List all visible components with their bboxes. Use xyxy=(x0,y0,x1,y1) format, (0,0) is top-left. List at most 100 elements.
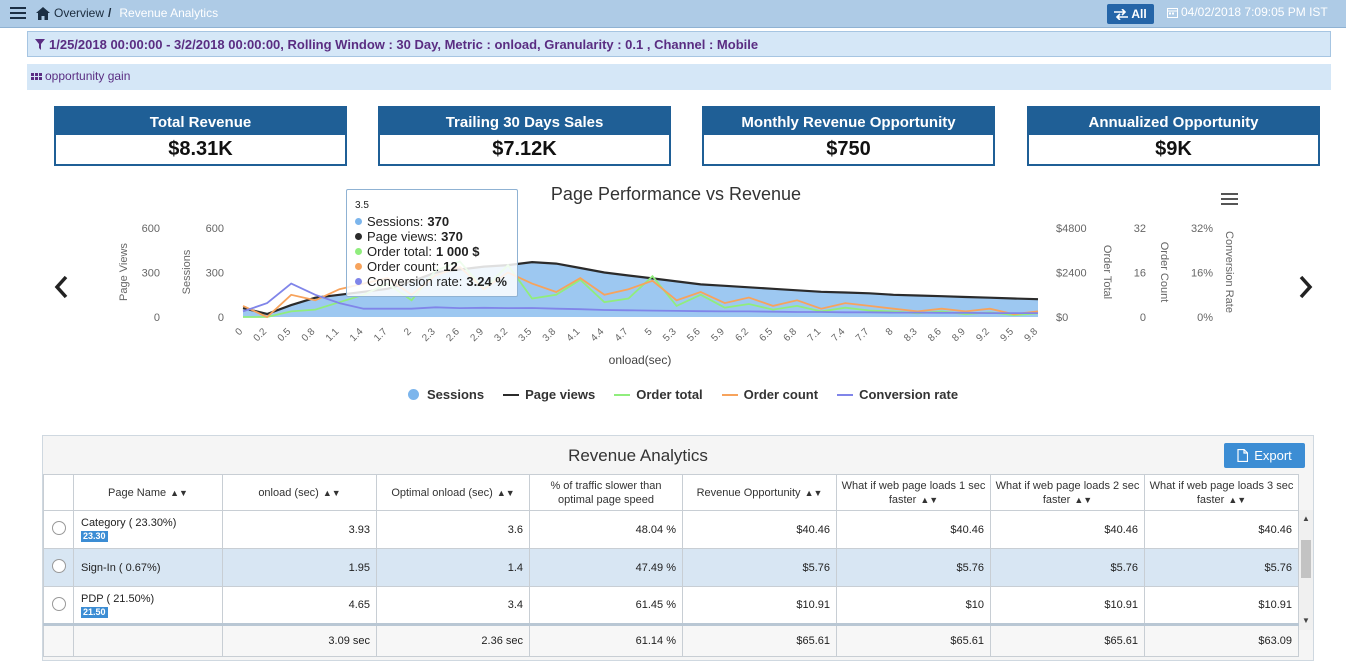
table-row[interactable]: Sign-In ( 0.67%) 1.95 1.4 47.49 % $5.76 … xyxy=(43,548,1299,587)
table-row[interactable]: PDP ( 21.50%) 21.50 4.65 3.4 61.45 % $10.… xyxy=(43,586,1299,625)
page-name: PDP ( 21.50%) xyxy=(81,592,155,605)
header-onload[interactable]: onload (sec) ▲▼ xyxy=(222,474,377,511)
filter-bar[interactable]: 1/25/2018 00:00:00 - 3/2/2018 00:00:00, … xyxy=(27,31,1331,57)
page-name: Sign-In ( 0.67%) xyxy=(81,561,161,574)
breadcrumb-separator: / xyxy=(108,6,112,20)
legend-item-conversion-rate[interactable]: Conversion rate xyxy=(837,387,958,402)
x-tick-label: 5.3 xyxy=(661,326,679,344)
sort-icon: ▲▼ xyxy=(322,487,341,498)
cell-opportunity: $5.76 xyxy=(682,548,837,587)
row-radio[interactable] xyxy=(51,596,66,611)
tooltip-value: 370 xyxy=(441,229,463,244)
chevron-right-icon[interactable] xyxy=(1295,273,1315,303)
export-button[interactable]: Export xyxy=(1224,443,1305,468)
y-tick-label: 0% xyxy=(1197,312,1213,324)
breadcrumb-home[interactable]: Overview xyxy=(54,6,105,20)
y-axis-label: Order Count xyxy=(1158,242,1170,303)
x-tick-label: 6.2 xyxy=(733,326,751,344)
section-header: opportunity gain xyxy=(27,64,1331,90)
x-tick-label: 5.9 xyxy=(709,326,727,344)
total-w3: $63.09 xyxy=(1144,623,1299,657)
share-badge: 21.50 xyxy=(81,606,108,618)
x-tick-label: 3.8 xyxy=(541,326,559,344)
kpi-monthly-opportunity: Monthly Revenue Opportunity $750 xyxy=(702,106,995,166)
x-tick-label: 7.4 xyxy=(830,326,848,344)
header-what-if-3[interactable]: What if web page loads 3 sec faster ▲▼ xyxy=(1144,474,1299,511)
y-axis-label: Conversion Rate xyxy=(1223,231,1235,313)
header-traffic-slower[interactable]: % of traffic slower than optimal page sp… xyxy=(529,474,683,511)
x-tick-label: 9.2 xyxy=(974,326,992,344)
header-page-name[interactable]: Page Name ▲▼ xyxy=(73,474,223,511)
y-tick-label: 16 xyxy=(1134,268,1146,280)
tooltip-value: 1 000 $ xyxy=(436,244,480,259)
legend-item-sessions[interactable]: Sessions xyxy=(408,387,484,402)
scroll-up-icon: ▲ xyxy=(1302,514,1310,523)
cell-opportunity: $10.91 xyxy=(682,586,837,625)
kpi-value: $8.31K xyxy=(168,138,233,160)
all-button-label: All xyxy=(1131,7,1147,21)
tooltip-label: Sessions xyxy=(367,214,420,229)
row-radio[interactable] xyxy=(51,521,66,535)
revenue-table: Page Name ▲▼ onload (sec) ▲▼ Optimal onloa… xyxy=(43,474,1299,657)
tooltip-label: Conversion rate xyxy=(367,274,459,289)
y-tick-label: 600 xyxy=(142,223,160,235)
x-tick-label: 0.8 xyxy=(300,326,318,344)
cell-w2: $5.76 xyxy=(990,548,1145,587)
sort-icon: ▲▼ xyxy=(1228,494,1247,505)
header-what-if-2[interactable]: What if web page loads 2 sec faster ▲▼ xyxy=(990,474,1145,511)
cell-optimal: 3.6 xyxy=(376,510,530,549)
y-tick-label: 300 xyxy=(142,268,160,280)
table-footer-row: 3.09 sec 2.36 sec 61.14 % $65.61 $65.61 … xyxy=(43,623,1299,657)
table-scrollbar[interactable]: ▲ ▼ xyxy=(1299,510,1313,630)
kpi-label: Trailing 30 Days Sales xyxy=(380,108,669,135)
y-tick-label: 32 xyxy=(1134,223,1146,235)
kpi-annualized-opportunity: Annualized Opportunity $9K xyxy=(1027,106,1320,166)
y-tick-label: 0 xyxy=(218,312,224,324)
chart-tooltip: 3.5 Sessions:370 Page views:370 Order to… xyxy=(346,189,518,297)
kpi-label: Total Revenue xyxy=(56,108,345,135)
x-tick-label: 0 xyxy=(233,326,245,338)
legend-item-order-total[interactable]: Order total xyxy=(614,387,703,402)
y-tick-label: 0 xyxy=(154,312,160,324)
kpi-value: $9K xyxy=(1155,138,1192,160)
scrollbar-thumb[interactable] xyxy=(1301,540,1311,578)
cell-onload: 4.65 xyxy=(222,586,377,625)
x-tick-label: 8.9 xyxy=(950,326,968,344)
sort-icon: ▲▼ xyxy=(1074,494,1093,505)
legend-item-page-views[interactable]: Page views xyxy=(503,387,595,402)
chart-title: Page Performance vs Revenue xyxy=(551,184,801,204)
table-row[interactable]: Category ( 23.30%) 23.30 3.93 3.6 48.04 %… xyxy=(43,510,1299,549)
filter-icon xyxy=(35,39,45,50)
x-tick-label: 3.2 xyxy=(493,326,511,344)
cell-w1: $40.46 xyxy=(836,510,991,549)
kpi-label: Annualized Opportunity xyxy=(1029,108,1318,135)
x-tick-label: 1.7 xyxy=(372,326,390,344)
x-tick-label: 0.2 xyxy=(252,326,270,344)
sort-icon: ▲▼ xyxy=(496,487,515,498)
grid-icon xyxy=(31,72,42,80)
kpi-total-revenue: Total Revenue $8.31K xyxy=(54,106,347,166)
kpi-trailing-sales: Trailing 30 Days Sales $7.12K xyxy=(378,106,671,166)
header-revenue-opportunity[interactable]: Revenue Opportunity ▲▼ xyxy=(682,474,837,511)
legend-item-order-count[interactable]: Order count xyxy=(721,387,818,402)
cell-onload: 3.93 xyxy=(222,510,377,549)
scroll-down-icon: ▼ xyxy=(1302,616,1310,625)
hamburger-menu-icon[interactable] xyxy=(10,7,26,21)
x-tick-label: 4.1 xyxy=(565,326,583,344)
x-tick-label: 3.5 xyxy=(517,326,535,344)
cell-pct: 48.04 % xyxy=(529,510,683,549)
chart-menu-icon[interactable] xyxy=(1221,193,1238,207)
row-radio[interactable] xyxy=(51,559,66,573)
header-optimal-onload[interactable]: Optimal onload (sec) ▲▼ xyxy=(376,474,530,511)
chart-legend: Sessions Page views Order total Order co… xyxy=(408,387,977,402)
cell-w2: $40.46 xyxy=(990,510,1145,549)
total-optimal: 2.36 sec xyxy=(376,623,530,657)
x-tick-label: 5.6 xyxy=(685,326,703,344)
cell-w1: $5.76 xyxy=(836,548,991,587)
chevron-left-icon[interactable] xyxy=(52,273,72,303)
x-tick-label: 8 xyxy=(884,326,896,338)
y-tick-label: 0 xyxy=(1140,312,1146,324)
x-tick-label: 8.6 xyxy=(926,326,944,344)
all-toggle-button[interactable]: All xyxy=(1107,4,1154,24)
header-what-if-1[interactable]: What if web page loads 1 sec faster ▲▼ xyxy=(836,474,991,511)
